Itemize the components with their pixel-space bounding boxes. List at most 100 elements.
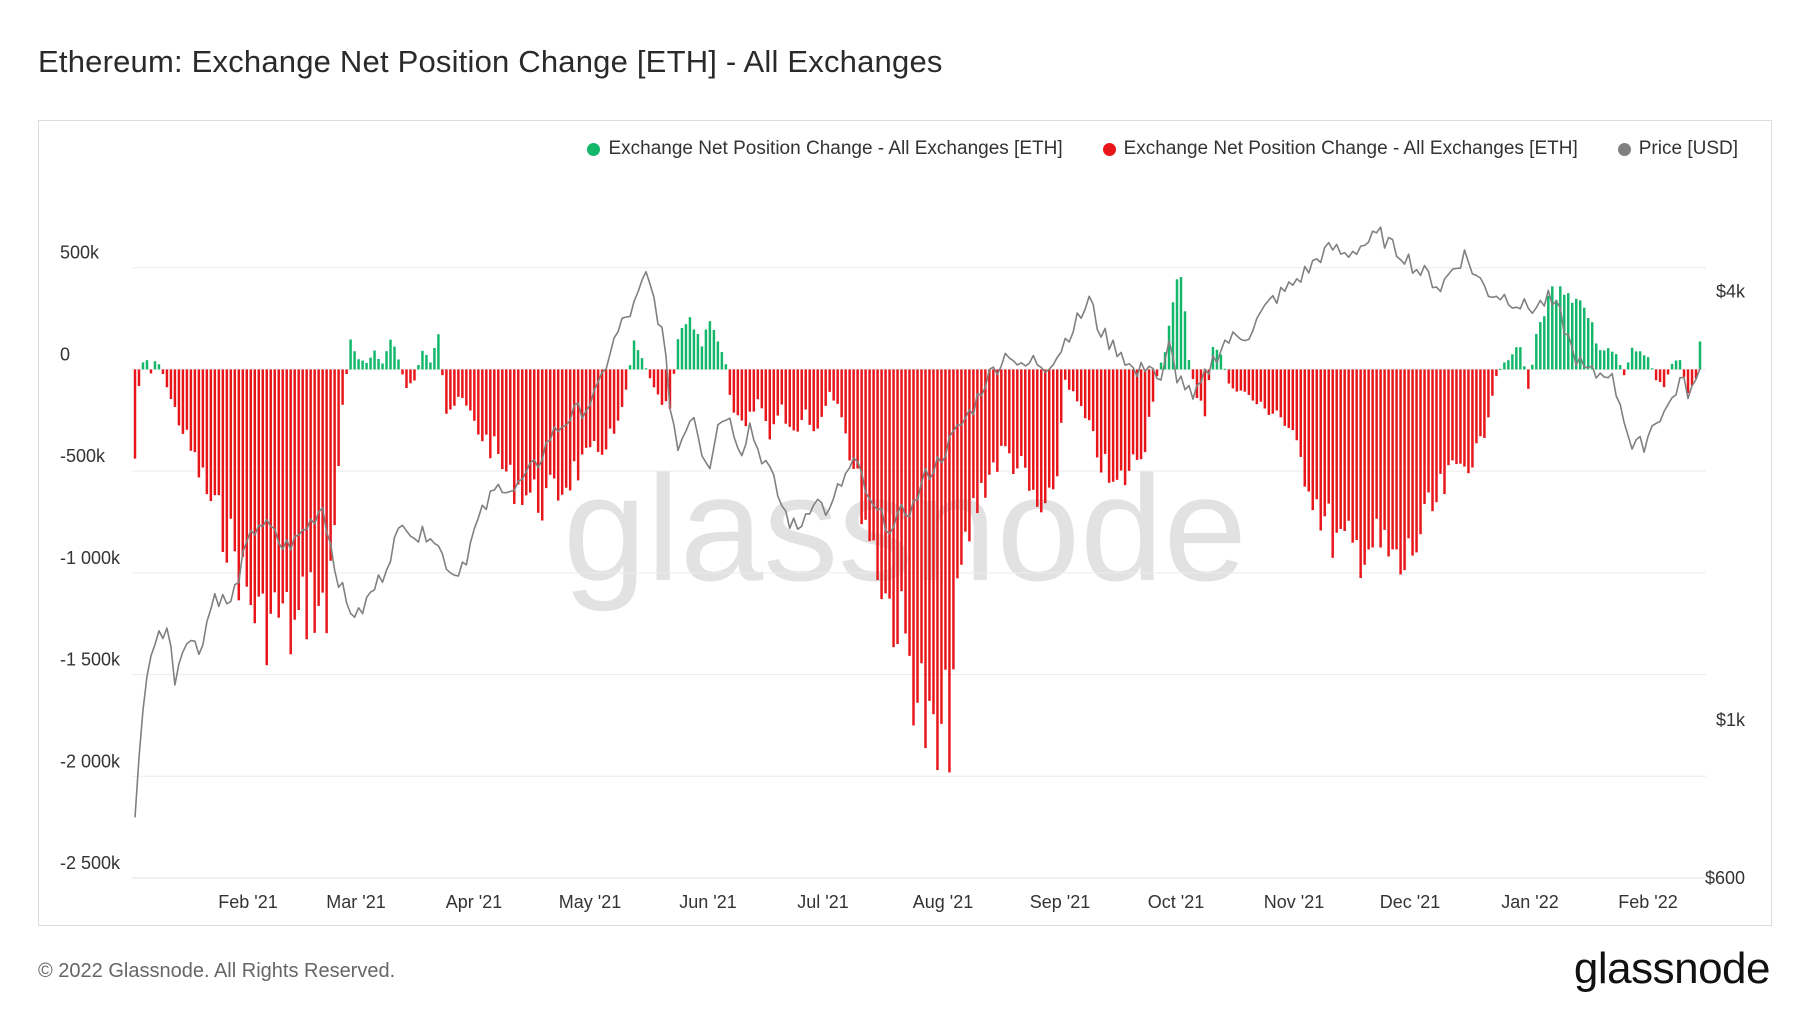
bar-positive [381, 363, 384, 370]
bar-negative [728, 369, 732, 395]
bar-positive [1507, 360, 1510, 370]
bar-negative [1275, 369, 1279, 411]
bar-negative [916, 369, 919, 703]
bar-negative [1351, 369, 1354, 543]
bar-positive [1551, 286, 1554, 370]
bar-positive [1606, 348, 1610, 370]
bar-negative [185, 369, 189, 430]
legend-item-price[interactable]: Price [USD] [1617, 138, 1738, 160]
bar-negative [604, 369, 608, 450]
bar-negative [1291, 369, 1295, 431]
bar-negative [1255, 369, 1259, 405]
bar-negative [489, 369, 492, 459]
bar-negative [996, 369, 999, 472]
bar-negative [1487, 369, 1490, 418]
bar-negative [572, 369, 576, 462]
y-right-tick-label: $1k [1716, 710, 1746, 730]
bar-positive [632, 340, 636, 370]
bar-negative [1040, 369, 1043, 513]
bar-positive [1179, 277, 1183, 370]
bar-positive [1610, 351, 1614, 370]
legend-item-positive[interactable]: Exchange Net Position Change - All Excha… [587, 138, 1063, 160]
bar-negative [944, 369, 947, 670]
bar-negative [177, 369, 181, 426]
bar-negative [505, 369, 508, 472]
bar-negative [1471, 369, 1474, 468]
bar-negative [812, 369, 815, 432]
bar-negative [469, 369, 472, 411]
bar-negative [1295, 369, 1299, 441]
bar-negative [261, 369, 264, 594]
bar-negative [149, 369, 153, 374]
bar-negative [137, 369, 141, 387]
x-tick-label: Jan '22 [1501, 892, 1558, 912]
bar-negative [269, 369, 272, 614]
bar-negative [984, 369, 987, 498]
legend-label-positive: Exchange Net Position Change - All Excha… [608, 138, 1063, 159]
bar-negative [281, 369, 284, 604]
bar-negative [1363, 369, 1366, 565]
bar-negative [580, 369, 584, 455]
bar-negative [1495, 369, 1498, 377]
bar-negative [485, 369, 488, 435]
bar-negative [1251, 369, 1255, 401]
bar-negative [225, 369, 229, 563]
bar-negative [772, 369, 776, 425]
bar-negative [517, 369, 520, 485]
bar-negative [401, 369, 404, 375]
bar-negative [1666, 369, 1670, 375]
bar-positive [1543, 316, 1546, 370]
bar-positive [1670, 363, 1674, 370]
bar-negative [532, 369, 536, 480]
bar-negative [852, 369, 855, 469]
bar-positive [1678, 360, 1682, 370]
bar-negative [1024, 369, 1027, 468]
bar-negative [1319, 369, 1322, 531]
x-tick-label: Dec '21 [1380, 892, 1440, 912]
bar-negative [1443, 369, 1446, 495]
bar-positive [1586, 318, 1590, 370]
bar-negative [1383, 369, 1386, 530]
bar-negative [1048, 369, 1051, 488]
bar-negative [337, 369, 340, 467]
bar-positive [676, 339, 680, 370]
bar-negative [540, 369, 544, 521]
bar-negative [293, 369, 296, 620]
bar-negative [652, 369, 656, 388]
bar-negative [1135, 369, 1139, 460]
bar-negative [1371, 369, 1374, 548]
bar-negative [497, 369, 500, 454]
bar-positive [1535, 333, 1538, 370]
y-left-tick-label: -2 500k [60, 853, 121, 873]
bar-positive [1223, 368, 1227, 370]
bar-negative [1231, 369, 1235, 389]
bar-positive [1626, 362, 1630, 370]
bar-negative [768, 369, 772, 440]
bar-negative [1399, 369, 1402, 575]
bar-negative [521, 369, 524, 505]
bar-positive [1175, 279, 1179, 370]
bar-negative [1107, 369, 1111, 483]
bar-positive [385, 351, 388, 370]
x-tick-label: Sep '21 [1030, 892, 1091, 912]
bar-negative [600, 369, 604, 455]
bar-positive [369, 357, 372, 370]
bar-positive [1187, 360, 1191, 370]
bar-negative [229, 369, 233, 519]
bar-negative [525, 369, 528, 496]
bar-negative [133, 369, 137, 459]
bar-positive [349, 339, 352, 370]
x-tick-label: Apr '21 [446, 892, 502, 912]
legend-item-negative[interactable]: Exchange Net Position Change - All Excha… [1102, 138, 1578, 160]
bar-negative [1315, 369, 1318, 500]
bar-positive [1511, 354, 1514, 370]
bar-negative [453, 369, 456, 406]
bar-negative [736, 369, 740, 416]
bar-negative [928, 369, 931, 701]
bar-negative [792, 369, 795, 431]
bar-negative [257, 369, 261, 597]
bar-negative [1307, 369, 1310, 492]
y-left-tick-label: -2 000k [60, 751, 121, 771]
bar-negative [780, 369, 783, 405]
x-tick-label: Feb '22 [1618, 892, 1677, 912]
